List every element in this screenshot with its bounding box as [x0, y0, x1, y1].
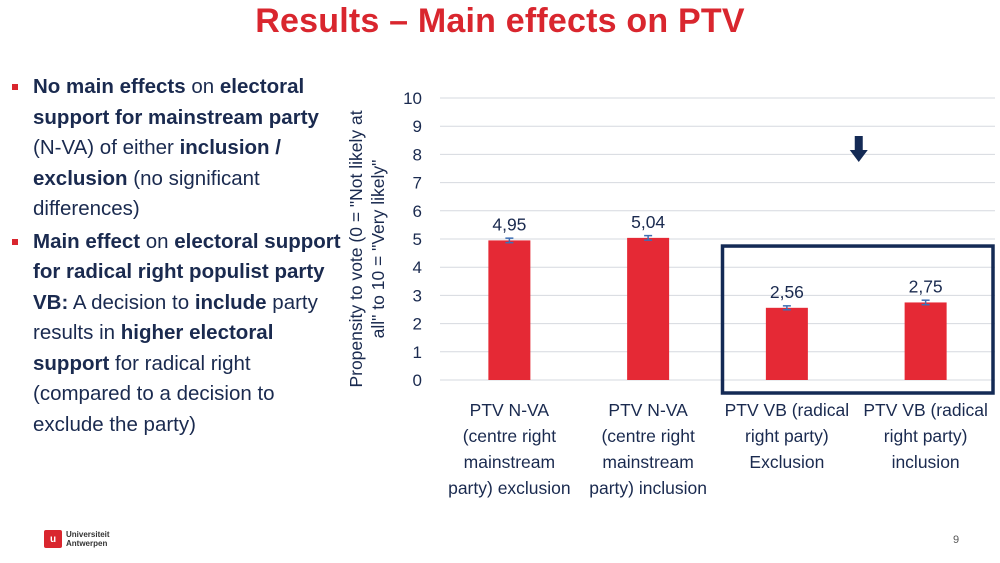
highlight-box	[720, 244, 995, 395]
bar	[488, 240, 531, 380]
x-tick-label: (centre right	[601, 426, 695, 446]
x-tick-label: inclusion	[892, 452, 960, 472]
bullet-text-segment: higher electoral support	[33, 321, 274, 375]
y-tick-label: 2	[413, 315, 422, 334]
data-label: 5,04	[631, 212, 665, 232]
y-tick-label: 9	[413, 117, 422, 136]
y-tick-label: 7	[413, 174, 422, 193]
y-tick-label: 3	[413, 286, 422, 305]
y-tick-label: 5	[413, 230, 422, 249]
down-arrow-icon	[849, 136, 868, 162]
bullet-text-segment: (no significant differences)	[33, 166, 260, 221]
x-tick-label: right party)	[745, 426, 829, 446]
x-tick-label: party) inclusion	[589, 478, 707, 498]
y-tick-label: 0	[413, 371, 422, 390]
y-tick-label: 8	[413, 145, 422, 164]
bullet-square-icon	[12, 84, 18, 90]
x-tick-label: PTV VB (radical	[725, 400, 849, 420]
bullet-list: No main effects on electoral support for…	[10, 72, 345, 442]
bullet-text-segment: include	[194, 290, 267, 314]
logo-line1: Universiteit	[66, 530, 110, 539]
bullet-text-segment: electoral support for mainstream party	[33, 75, 319, 129]
x-tick-label: party) exclusion	[448, 478, 571, 498]
bullet-text-segment: No main effects	[33, 75, 186, 98]
x-tick-label: PTV N-VA	[608, 400, 688, 420]
x-tick-label: Exclusion	[749, 452, 824, 472]
y-tick-label: 6	[413, 202, 422, 221]
bullet-text-segment: party results in	[33, 290, 318, 345]
x-tick-label: mainstream	[464, 452, 555, 472]
y-tick-label: 1	[413, 343, 422, 362]
bar	[904, 302, 947, 380]
bullet-text-segment: on	[185, 75, 220, 98]
x-tick-label: mainstream	[602, 452, 693, 472]
data-label: 4,95	[492, 214, 526, 234]
bar	[765, 307, 808, 380]
x-tick-label: PTV N-VA	[470, 400, 550, 420]
y-tick-label: 4	[413, 258, 422, 277]
bar	[627, 237, 670, 380]
bullet-text-segment: inclusion / exclusion	[33, 136, 281, 190]
logo-mark-icon: u	[44, 530, 62, 548]
university-logo: u Universiteit Antwerpen	[44, 530, 110, 548]
data-label: 2,56	[770, 282, 804, 302]
bullet-text-segment: (N-VA) of either	[33, 136, 180, 159]
x-tick-label: right party)	[884, 426, 968, 446]
slide-title: Results – Main effects on PTV	[255, 2, 745, 40]
y-axis-label: Propensity to vote (0 = "Not likely at	[346, 110, 366, 387]
y-tick-label: 10	[403, 89, 422, 108]
bullet-item: Main effect on electoral support for rad…	[10, 227, 345, 441]
bullet-text-segment: electoral support for radical right popu…	[33, 229, 341, 314]
bullet-text-segment: A decision to	[68, 290, 195, 314]
x-tick-label: PTV VB (radical	[863, 400, 987, 420]
bullet-text-segment: for radical right (compared to a decisio…	[33, 351, 275, 436]
page-number: 9	[953, 534, 960, 546]
bullet-text-segment: Main effect	[33, 229, 141, 253]
data-label: 2,75	[909, 276, 943, 296]
x-tick-label: (centre right	[463, 426, 557, 446]
bullet-square-icon	[12, 238, 18, 245]
y-axis-label: all" to 10 = "Very likely"	[368, 160, 388, 339]
bar-chart: 0 1 2 3 4 5 6 7 8 9 10 Propensity to vote (0 = "Not…	[346, 89, 995, 498]
logo-line2: Antwerpen	[66, 539, 108, 548]
bullet-item: No main effects on electoral support for…	[10, 72, 345, 225]
bullet-text-segment: on	[140, 229, 175, 253]
